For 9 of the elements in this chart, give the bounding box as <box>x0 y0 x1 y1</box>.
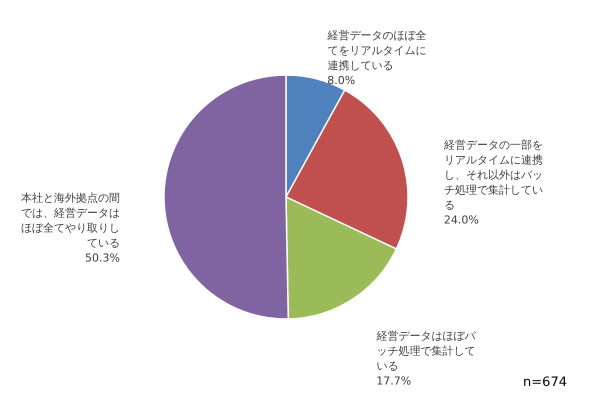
data-label: 8.0% <box>327 74 356 88</box>
data-label: 50.3% <box>85 252 120 265</box>
text: n=674 <box>523 375 567 390</box>
data-label: 24.0% <box>444 214 479 227</box>
data-label: 17.7% <box>376 374 412 388</box>
slice-label: 本社と海外拠点の間では、経営データはほぼ全てやり取りしている <box>21 192 120 250</box>
slice-label: 経営データはほぼバッチ処理で集計している <box>375 329 476 372</box>
slice-label: 経営データのほぼ全てをリアルタイムに連携している <box>326 29 426 72</box>
slice-label: 経営データの一部をリアルタイムに連携し、それ以外はバッチ処理で集計している <box>442 138 543 212</box>
